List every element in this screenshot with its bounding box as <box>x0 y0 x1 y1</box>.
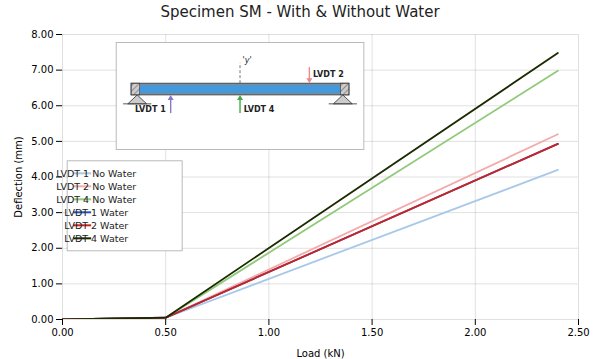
html-text:Specimen SM - With & Without W: Specimen SM - With & Without Water <box>160 3 440 21</box>
svg-text:LVDT 4: LVDT 4 <box>244 105 275 114</box>
svg-text:1.00: 1.00 <box>31 278 53 289</box>
svg-text:1.50: 1.50 <box>361 327 383 338</box>
svg-text:LVDT 1 No Water: LVDT 1 No Water <box>56 168 136 179</box>
svg-text:6.00: 6.00 <box>31 100 53 111</box>
svg-text:0.00: 0.00 <box>31 314 53 325</box>
svg-text:8.00: 8.00 <box>31 29 53 40</box>
svg-text:7.00: 7.00 <box>31 64 53 75</box>
svg-text:LVDT 2 Water: LVDT 2 Water <box>64 220 128 231</box>
svg-text:Deflection (mm): Deflection (mm) <box>13 136 24 218</box>
svg-text:LVDT 4 Water: LVDT 4 Water <box>64 233 128 244</box>
svg-text:5.00: 5.00 <box>31 136 53 147</box>
svg-text:4.00: 4.00 <box>31 171 53 182</box>
svg-text:Load (kN): Load (kN) <box>296 348 344 359</box>
svg-text:LVDT 1: LVDT 1 <box>135 105 166 114</box>
svg-text:LVDT 4 No Water: LVDT 4 No Water <box>56 194 136 205</box>
svg-text:2.00: 2.00 <box>464 327 486 338</box>
svg-text:0.50: 0.50 <box>155 327 177 338</box>
svg-text:LVDT 2: LVDT 2 <box>313 70 344 79</box>
svg-text:0.00: 0.00 <box>51 327 73 338</box>
svg-text:2.00: 2.00 <box>31 242 53 253</box>
svg-text:LVDT 1 Water: LVDT 1 Water <box>64 207 128 218</box>
svg-text:2.50: 2.50 <box>567 327 589 338</box>
svg-text:'y': 'y' <box>242 56 251 65</box>
svg-text:LVDT 2 No Water: LVDT 2 No Water <box>56 181 136 192</box>
svg-text:3.00: 3.00 <box>31 207 53 218</box>
svg-text:1.00: 1.00 <box>258 327 280 338</box>
